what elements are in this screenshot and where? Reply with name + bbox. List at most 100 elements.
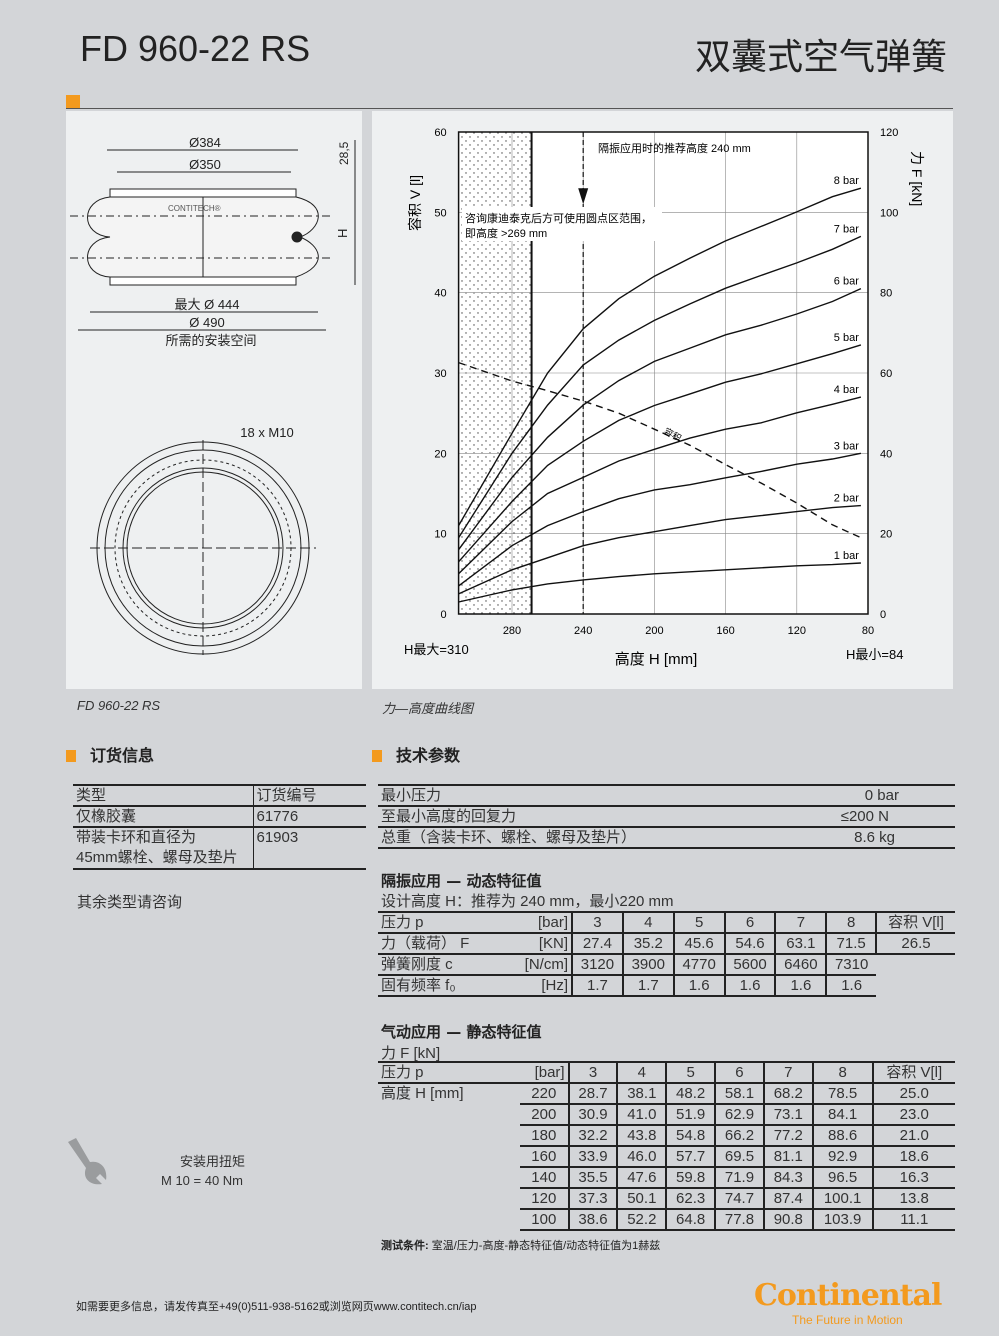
value-cell: 50.1 bbox=[616, 1187, 667, 1210]
value-cell: 21.0 bbox=[871, 1124, 955, 1147]
ordering-table: 类型 订货编号 仅橡胶囊 61776 带装卡环和直径为 45mm螺栓、螺母及垫片 61… bbox=[73, 784, 366, 870]
brand-tagline: The Future in Motion bbox=[792, 1313, 903, 1327]
value-cell: 35.2 bbox=[621, 932, 674, 955]
value-cell: 57.7 bbox=[665, 1145, 716, 1168]
header-cell: 6 bbox=[723, 911, 776, 934]
orange-bullet bbox=[66, 750, 76, 762]
header-cell: 6 bbox=[714, 1061, 764, 1084]
value-cell: 220 bbox=[520, 1082, 569, 1105]
dynamic-table: 压力 p [bar] 3 4 5 6 7 8 容积 V[l] 力（载荷） F [KN] 27.4 35.… bbox=[378, 911, 955, 997]
value-cell: 6460 bbox=[774, 953, 827, 976]
table-row: 弹簧刚度 c [N/cm] 3120 3900 4770 5600 6460 7310 bbox=[378, 953, 955, 976]
series-label: 8 bar bbox=[834, 175, 859, 187]
tech-heading: 技术参数 bbox=[372, 742, 460, 766]
header-cell: 8 bbox=[811, 1061, 873, 1084]
dim-490: Ø 490 bbox=[189, 315, 224, 330]
plot-border bbox=[457, 131, 869, 615]
y-left-axis-label: 容积 V [l] bbox=[407, 175, 423, 231]
static-table: 压力 p [bar] 3 4 5 6 7 8 容积 V[l] 高度 H [mm] 220 28.7 38… bbox=[378, 1061, 955, 1231]
contact-info: 如需要更多信息，请发传真至+49(0)511-938-5162或浏览网页www.… bbox=[76, 1301, 477, 1313]
value-cell: 160 bbox=[520, 1145, 569, 1168]
value-cell: 71.9 bbox=[714, 1166, 764, 1189]
value-cell: 18.6 bbox=[871, 1145, 955, 1168]
value-cell: 27.4 bbox=[571, 932, 623, 955]
header-cell: 8 bbox=[825, 911, 876, 934]
y-left-tick-label: 50 bbox=[434, 207, 446, 219]
header-cell: 压力 p bbox=[378, 911, 518, 934]
series-label: 3 bar bbox=[834, 440, 859, 452]
dim-28-5: 28,5 bbox=[337, 141, 351, 165]
dim-384: Ø384 bbox=[189, 135, 221, 150]
header-cell: 5 bbox=[672, 911, 725, 934]
value-cell: 84.3 bbox=[762, 1166, 813, 1189]
value-cell: 45.6 bbox=[672, 932, 725, 955]
y-right-tick-label: 100 bbox=[880, 207, 898, 219]
table-row: 140 35.5 47.6 59.8 71.9 84.3 96.5 16.3 bbox=[378, 1166, 955, 1189]
value-cell: 11.1 bbox=[871, 1208, 955, 1231]
header-cell: [bar] bbox=[518, 911, 572, 934]
y-right-tick-label: 80 bbox=[880, 288, 892, 300]
table-row: 180 32.2 43.8 54.8 66.2 77.2 88.6 21.0 bbox=[378, 1124, 955, 1147]
value-cell: 103.9 bbox=[811, 1208, 873, 1231]
value-cell: 74.7 bbox=[714, 1187, 764, 1210]
x-tick-label: 120 bbox=[788, 625, 806, 637]
value-cell: 54.8 bbox=[665, 1124, 716, 1147]
y-left-tick-label: 30 bbox=[434, 368, 446, 380]
value-cell: 59.8 bbox=[665, 1166, 716, 1189]
series-line bbox=[457, 187, 862, 526]
series-line bbox=[458, 452, 862, 587]
bolt-label: 18 x M10 bbox=[240, 425, 293, 440]
value-cell: 28.7 bbox=[567, 1082, 618, 1105]
h-min-label: H最小=84 bbox=[846, 647, 903, 662]
value-cell: 1.6 bbox=[774, 974, 827, 997]
value-cell: 120 bbox=[520, 1187, 569, 1210]
value-cell: 5600 bbox=[723, 953, 776, 976]
value-cell: 46.0 bbox=[616, 1145, 667, 1168]
value-cell: 54.6 bbox=[723, 932, 776, 955]
drawing-caption: FD 960-22 RS bbox=[77, 698, 161, 713]
technical-drawing: Ø384 Ø350 28,5 H CONTITECH® 最大 Ø 444 Ø 4… bbox=[70, 135, 356, 655]
value-cell: 1.6 bbox=[723, 974, 776, 997]
arrow-head-icon bbox=[578, 188, 589, 205]
value-cell: 90.8 bbox=[762, 1208, 813, 1231]
header-cell: 容积 V[l] bbox=[875, 911, 955, 934]
value-cell: 87.4 bbox=[762, 1187, 813, 1210]
series-label: 2 bar bbox=[834, 493, 859, 505]
product-title: 双囊式空气弹簧 bbox=[694, 37, 947, 78]
chart-panel: 280 240 200 160 120 80 0 10 20 30 40 50 60 0 20 40 60 80 1… bbox=[372, 111, 953, 689]
value-cell: 52.2 bbox=[616, 1208, 667, 1231]
y-right-axis-label: 力 F [kN] bbox=[909, 151, 925, 206]
accent-square bbox=[66, 95, 80, 109]
dim-350: Ø350 bbox=[189, 157, 221, 172]
value-cell: 100.1 bbox=[811, 1187, 873, 1210]
value-cell: 66.2 bbox=[714, 1124, 764, 1147]
y-right-tick-label: 60 bbox=[880, 368, 892, 380]
ordering-note: 其余类型请咨询 bbox=[77, 894, 183, 911]
header-cell: 3 bbox=[567, 1061, 618, 1084]
value-cell: 33.9 bbox=[567, 1145, 618, 1168]
value-cell: 1.6 bbox=[825, 974, 876, 997]
header-cell: 7 bbox=[774, 911, 827, 934]
series-label: 1 bar bbox=[834, 550, 859, 562]
value-cell: 77.2 bbox=[762, 1124, 813, 1147]
torque-label: 安装用扭矩 bbox=[180, 1154, 246, 1169]
row-label: 高度 H [mm] bbox=[378, 1082, 520, 1104]
value-cell: 35.5 bbox=[567, 1166, 618, 1189]
annotation-recommended: 隔振应用时的推荐高度 240 mm bbox=[598, 141, 751, 155]
contitech-logo: CONTITECH® bbox=[168, 204, 221, 213]
table-row: 高度 H [mm] 220 28.7 38.1 48.2 58.1 68.2 78.5 25.0 bbox=[378, 1082, 955, 1105]
y-left-tick-label: 0 bbox=[440, 609, 446, 621]
value-cell: 81.1 bbox=[762, 1145, 813, 1168]
volume-cell: 26.5 bbox=[875, 932, 955, 955]
value-cell: 78.5 bbox=[811, 1082, 873, 1105]
x-tick-label: 200 bbox=[645, 625, 663, 637]
wrench-icon bbox=[68, 1138, 107, 1185]
value-cell: 88.6 bbox=[811, 1124, 873, 1147]
series-label: 6 bar bbox=[834, 276, 859, 288]
y-right-tick-label: 20 bbox=[880, 529, 892, 541]
dim-h: H bbox=[335, 229, 350, 238]
dynamic-subtitle: 设计高度 H：推荐为 240 mm，最小220 mm bbox=[381, 893, 674, 910]
header-cell: 4 bbox=[621, 911, 674, 934]
tech-table: 最小压力 0 bar 至最小高度的回复力 ≤200 N 总重（含装卡环、螺栓、螺母及… bbox=[378, 784, 955, 849]
force-height-chart: 280 240 200 160 120 80 0 10 20 30 40 50 60 0 20 40 60 80 1… bbox=[404, 127, 925, 668]
